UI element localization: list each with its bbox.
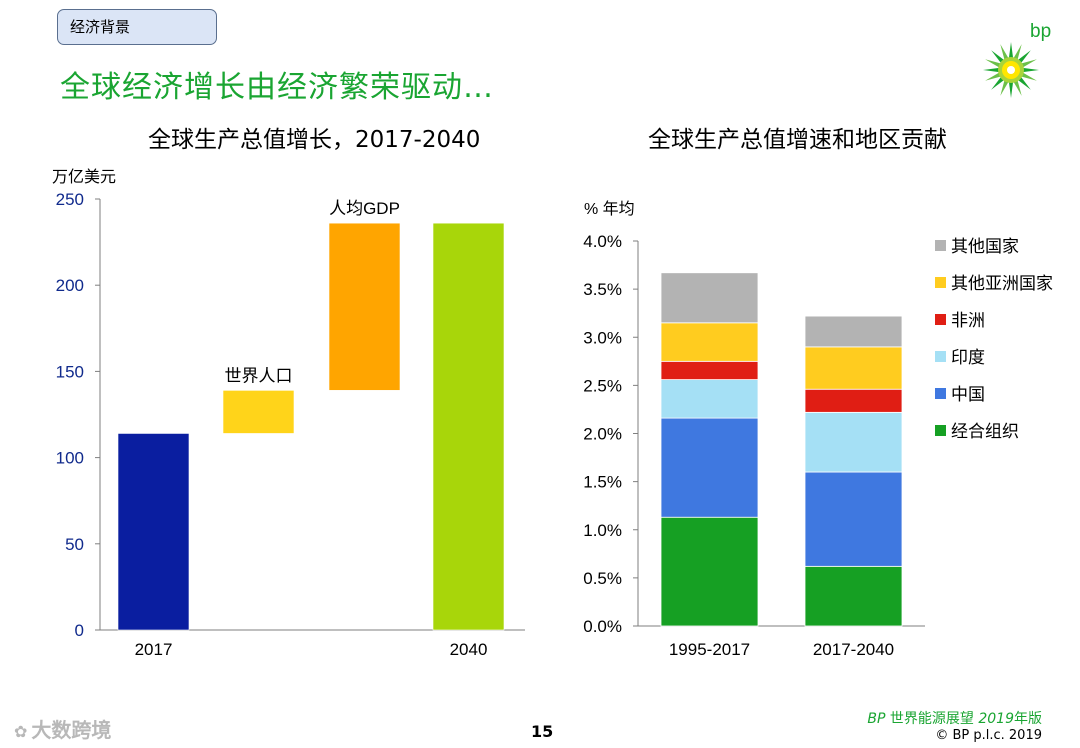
legend-swatch-其他国家 — [935, 240, 946, 251]
helios-petal — [1000, 80, 1009, 96]
page-number: 15 — [531, 722, 554, 741]
watermark-text: 大数跨境 — [31, 718, 112, 742]
stack-segment-其他国家 — [660, 272, 759, 324]
footer-publication: BP 世界能源展望 2019年版 — [867, 708, 1042, 728]
left-y-tick-label: 150 — [56, 362, 84, 381]
helios-petal — [1000, 44, 1009, 60]
left-chart-title: 全球生产总值增长，2017-2040 — [148, 127, 481, 153]
page-title: 全球经济增长由经济繁荣驱动… — [60, 70, 494, 105]
legend-label-其他亚洲国家: 其他亚洲国家 — [951, 274, 1053, 293]
right-y-tick-label: 3.5% — [583, 280, 622, 299]
bar-2040-label: 2040 — [450, 640, 488, 659]
footer-title: 世界能源展望 — [889, 711, 974, 727]
helios-petal — [991, 50, 1005, 64]
stack-segment-印度 — [804, 411, 903, 473]
stack-segment-经合组织 — [804, 565, 903, 627]
right-y-tick-label: 0.5% — [583, 569, 622, 588]
bp-logo: bp — [978, 20, 1058, 102]
helios-petal — [1017, 76, 1031, 90]
legend-swatch-中国 — [935, 388, 946, 399]
helios-petal — [1021, 59, 1037, 68]
bar-2017-label: 2017 — [135, 640, 173, 659]
legend-swatch-印度 — [935, 351, 946, 362]
bp-logo-text: bp — [1030, 21, 1051, 42]
helios-petal — [1017, 50, 1031, 64]
stack-segment-非洲 — [660, 360, 759, 381]
right-chart-title: 全球生产总值增速和地区贡献 — [648, 127, 947, 153]
right-y-tick-label: 0.0% — [583, 617, 622, 636]
watermark-icon: ✿ — [14, 722, 28, 741]
left-y-tick-label: 100 — [56, 449, 84, 468]
stack-segment-其他亚洲国家 — [660, 322, 759, 362]
stack-segment-非洲 — [804, 388, 903, 413]
right-y-tick-label: 1.0% — [583, 521, 622, 540]
left-y-tick-label: 0 — [75, 621, 84, 640]
stack-segment-经合组织 — [660, 516, 759, 627]
bar-gdp-per-capita-label: 人均GDP — [329, 199, 400, 218]
helios-petal — [991, 76, 1005, 90]
legend-label-经合组织: 经合组织 — [951, 422, 1019, 441]
right-x-tick-label: 2017-2040 — [813, 640, 894, 659]
helios-petal — [1021, 72, 1037, 81]
legend-swatch-非洲 — [935, 314, 946, 325]
left-y-axis-label: 万亿美元 — [52, 168, 116, 186]
footer-copyright: © BP p.l.c. 2019 — [935, 728, 1042, 743]
helios-petal — [983, 67, 1000, 73]
bar-world-population — [222, 390, 295, 434]
legend-label-印度: 印度 — [951, 348, 985, 367]
legend-label-非洲: 非洲 — [951, 311, 985, 330]
helios-petal — [985, 72, 1001, 81]
helios-petal — [1013, 80, 1022, 96]
bar-world-population-label: 世界人口 — [225, 366, 293, 385]
left-y-tick-label: 50 — [65, 535, 84, 554]
bp-helios-icon: bp — [983, 21, 1051, 98]
helios-petal — [1008, 81, 1014, 98]
right-x-tick-label: 1995-2017 — [669, 640, 750, 659]
legend-label-其他国家: 其他国家 — [951, 237, 1019, 256]
right-y-tick-label: 4.0% — [583, 232, 622, 251]
right-y-tick-label: 3.0% — [583, 328, 622, 347]
section-tag: 经济背景 — [57, 9, 217, 45]
stack-segment-印度 — [660, 379, 759, 419]
footer-suffix: 年版 — [1014, 711, 1042, 727]
legend-label-中国: 中国 — [951, 385, 985, 404]
helios-petal — [1008, 42, 1014, 59]
stack-segment-其他国家 — [804, 315, 903, 348]
footer-brand: BP — [867, 711, 886, 727]
footer-year: 2019 — [978, 711, 1014, 727]
right-y-tick-label: 2.5% — [583, 376, 622, 395]
helios-center — [1007, 66, 1015, 74]
legend-swatch-经合组织 — [935, 425, 946, 436]
right-y-axis-label: % 年均 — [584, 200, 635, 218]
watermark: ✿ 大数跨境 — [14, 714, 111, 743]
stack-segment-其他亚洲国家 — [804, 346, 903, 390]
bar-2040 — [432, 222, 505, 631]
right-y-tick-label: 2.0% — [583, 425, 622, 444]
left-y-tick-label: 250 — [56, 190, 84, 209]
right-y-tick-label: 1.5% — [583, 473, 622, 492]
bar-2017 — [117, 433, 190, 631]
legend-swatch-其他亚洲国家 — [935, 277, 946, 288]
stack-segment-中国 — [660, 417, 759, 518]
left-y-tick-label: 200 — [56, 276, 84, 295]
helios-petal — [1013, 44, 1022, 60]
bar-gdp-per-capita — [328, 222, 401, 391]
helios-petal — [1022, 67, 1039, 73]
helios-petal — [985, 59, 1001, 68]
stack-segment-中国 — [804, 471, 903, 567]
